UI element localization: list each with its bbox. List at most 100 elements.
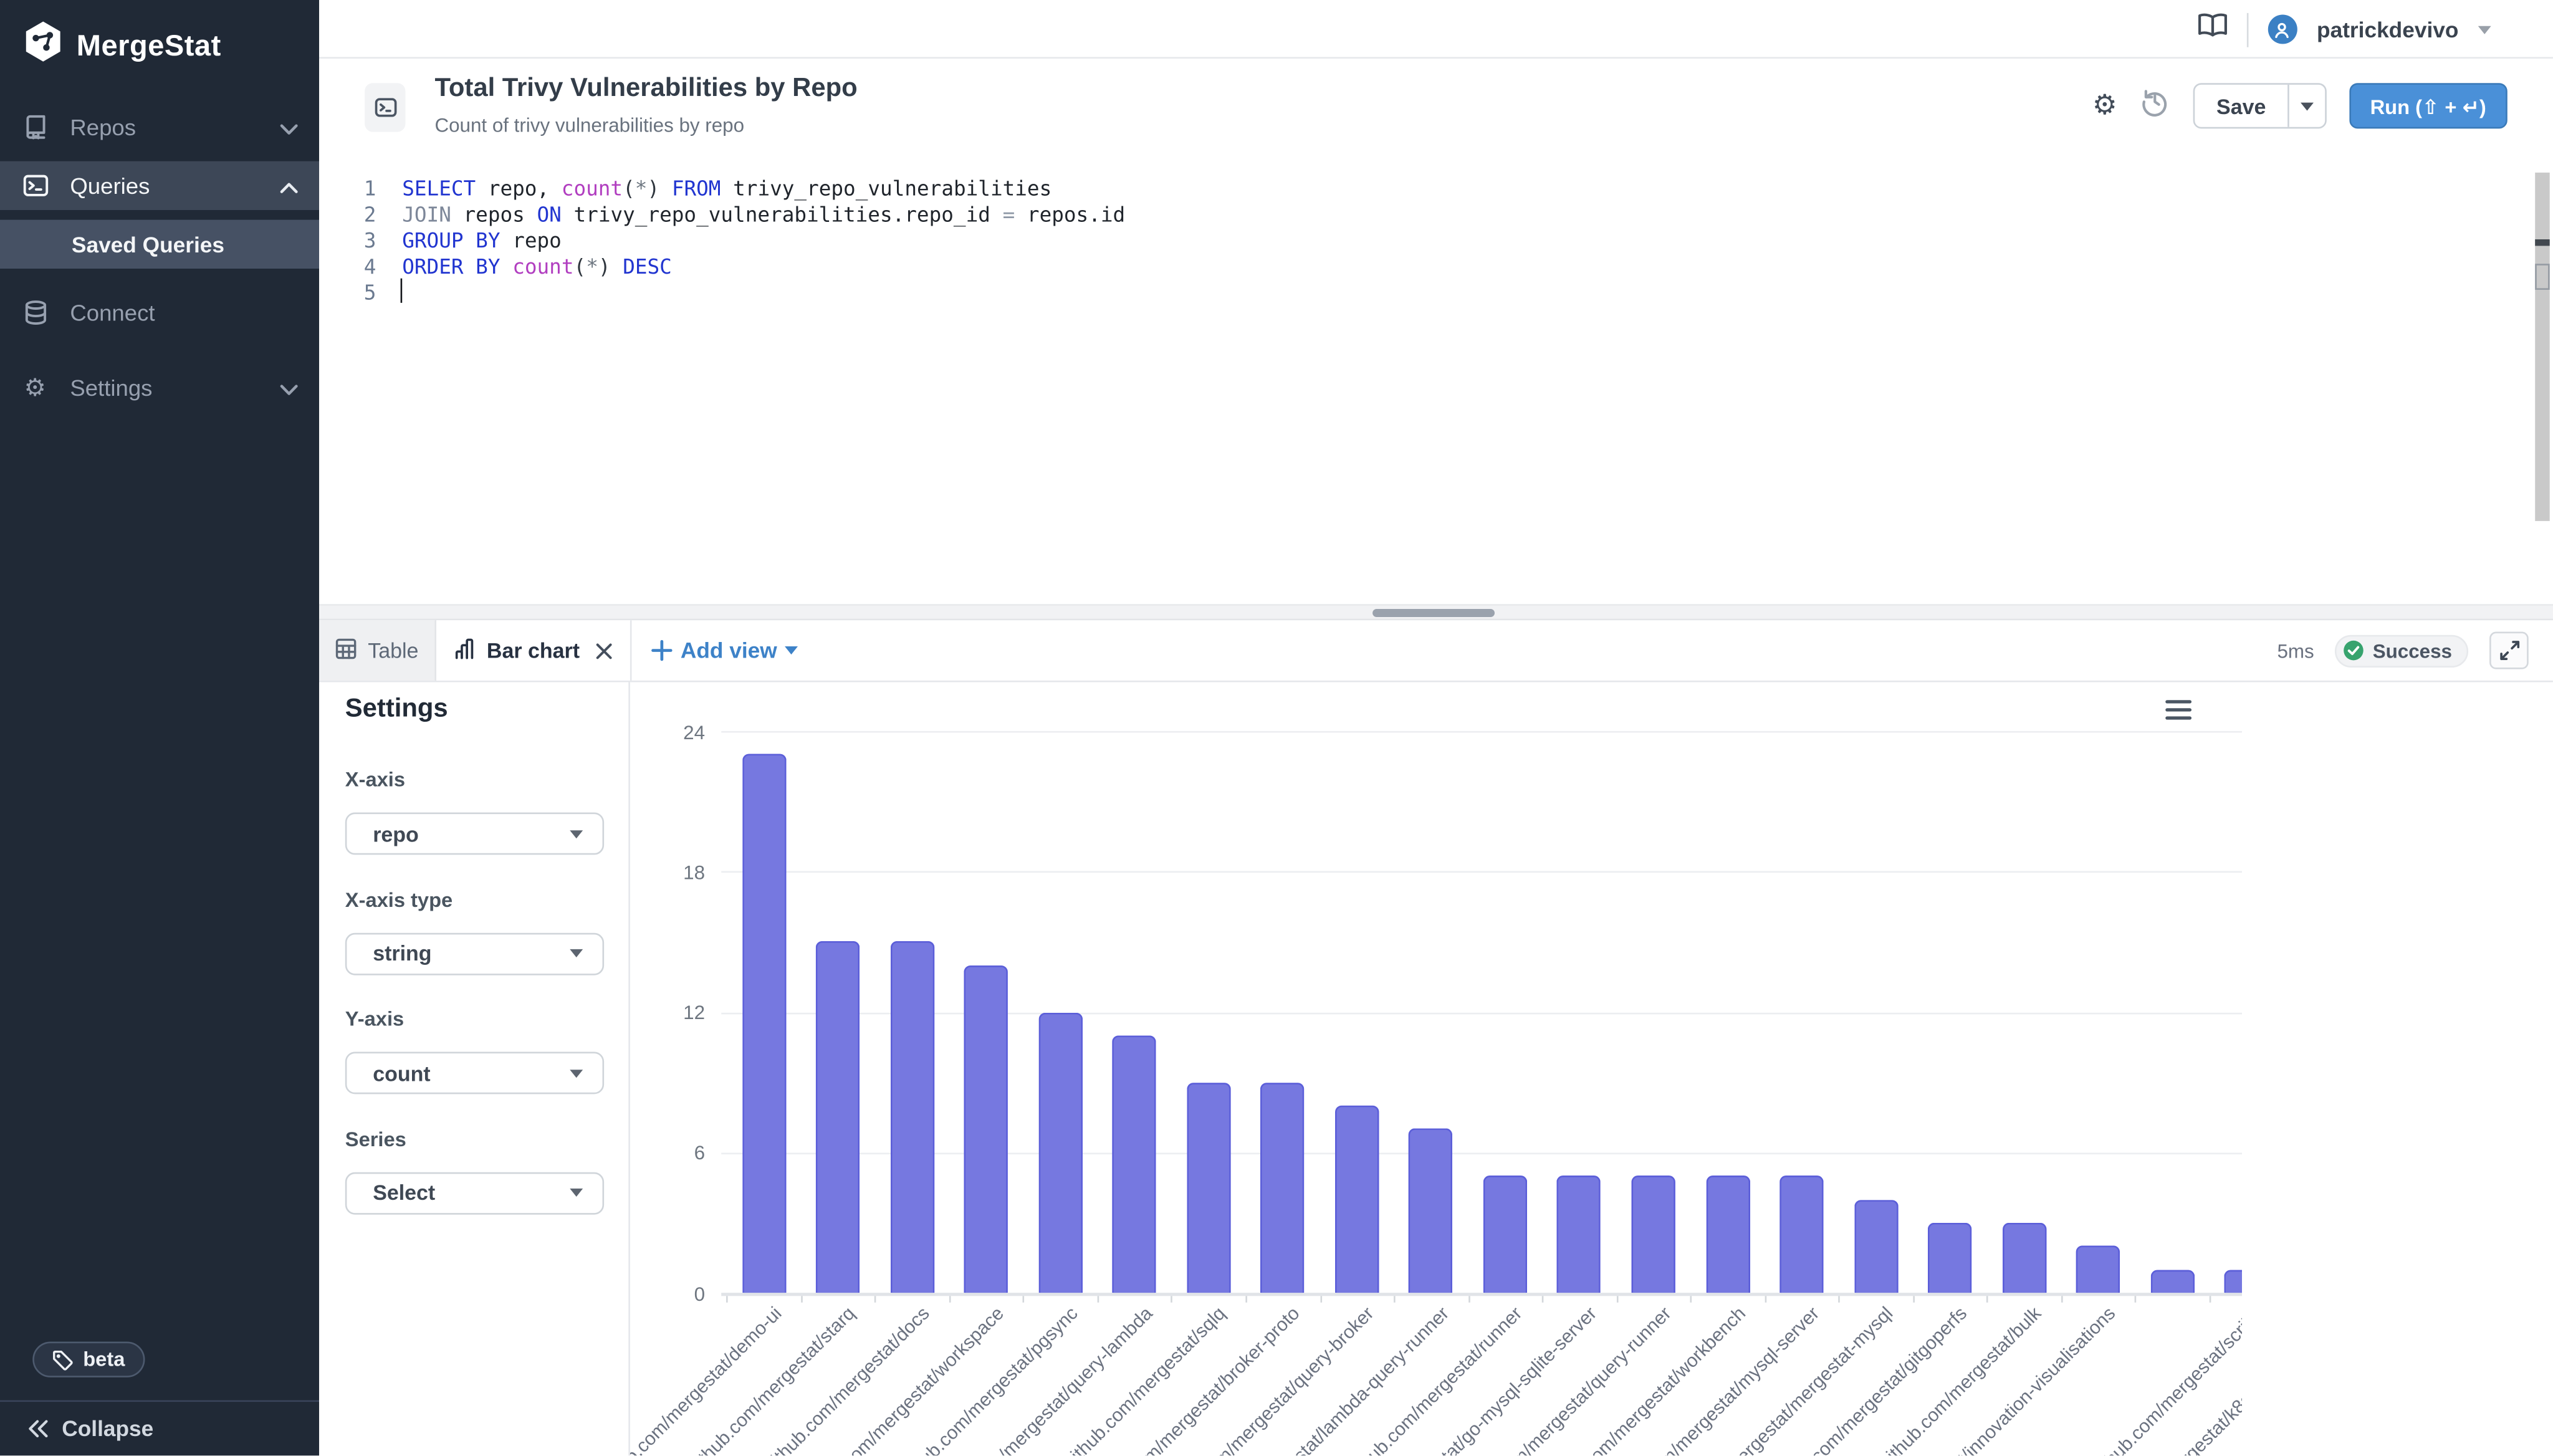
chart-menu-icon[interactable] [2165, 700, 2192, 723]
mergestat-logo-icon [21, 19, 65, 72]
y-axis-tick-label: 0 [694, 1282, 706, 1305]
topbar-divider [2246, 12, 2249, 47]
bar [1779, 1176, 1824, 1293]
expand-button[interactable] [2489, 631, 2529, 669]
add-view-label: Add view [680, 638, 777, 663]
x-axis-tick [874, 1296, 877, 1303]
caret-down-icon [570, 1188, 583, 1197]
y-axis-label: Y-axis [345, 1007, 405, 1031]
x-axis-tick [1320, 1296, 1321, 1303]
sidebar-item-label: Settings [70, 374, 153, 401]
x-axis-label: github.com/mergestat/demo-ui [630, 1304, 786, 1456]
sidebar-item-label: Connect [70, 299, 155, 326]
caret-down-icon [570, 949, 583, 957]
editor-scrollbar [2535, 172, 2550, 580]
tab-bar-chart[interactable]: Bar chart [436, 620, 632, 681]
collapse-button[interactable]: Collapse [27, 1417, 153, 1441]
chevron-down-icon [280, 114, 298, 140]
editor-code: SELECT repo, count(*) FROM trivy_repo_vu… [402, 176, 1125, 306]
status-badge: Success [2335, 634, 2469, 667]
code-line: JOIN repos ON trivy_repo_vulnerabilities… [402, 201, 1126, 227]
bar [1112, 1035, 1157, 1293]
bar [1705, 1176, 1750, 1293]
scrollbar-marker [2535, 239, 2550, 246]
line-number: 2 [363, 201, 376, 227]
settings-heading: Settings [345, 695, 448, 723]
database-icon [21, 299, 49, 326]
code-line [402, 280, 1125, 306]
username[interactable]: patrickdevivo [2317, 17, 2459, 42]
sidebar: MergeStat Repos Queries [0, 0, 319, 1456]
query-settings-gear-icon[interactable]: ⚙ [2092, 89, 2117, 122]
bar-chart: 0 6 12 18 24 github.com/mergestat/demo-ui gith… [630, 682, 2242, 1456]
bar [1409, 1129, 1454, 1293]
x-axis-tick [726, 1296, 729, 1303]
sidebar-divider [0, 1400, 319, 1402]
splitter-drag-handle[interactable] [1372, 608, 1495, 618]
caret-down-icon[interactable] [2478, 25, 2491, 34]
x-axis-tick [2209, 1296, 2211, 1303]
series-label: Series [345, 1127, 406, 1151]
page-title: Total Trivy Vulnerabilities by Repo [434, 75, 858, 103]
chart-settings-panel: Settings X-axis repo X-axis type string … [319, 682, 630, 1456]
sidebar-item-connect[interactable]: Connect [0, 288, 319, 337]
x-axis-tick [800, 1296, 803, 1303]
sidebar-item-settings[interactable]: ⚙ Settings [0, 363, 319, 412]
line-number: 3 [363, 228, 376, 252]
plus-icon [651, 639, 673, 661]
gridline [721, 1152, 2242, 1154]
bar [2002, 1222, 2046, 1293]
x-axis-type-select[interactable]: string [345, 932, 605, 975]
status-label: Success [2372, 639, 2452, 662]
caret-down-icon [785, 646, 798, 655]
line-number: 5 [363, 280, 376, 305]
y-axis-select[interactable]: count [345, 1051, 605, 1094]
bar [1928, 1222, 1972, 1293]
series-select[interactable]: Select [345, 1171, 605, 1214]
scrollbar-thumb[interactable] [2535, 172, 2550, 521]
close-icon[interactable] [596, 643, 612, 659]
main-area: patrickdevivo Total Trivy Vulnerabilitie… [319, 0, 2553, 1456]
caret-down-icon [570, 829, 583, 838]
beta-badge: beta [32, 1341, 145, 1377]
history-icon[interactable] [2140, 86, 2171, 125]
x-axis-select[interactable]: repo [345, 812, 605, 855]
line-number: 1 [363, 176, 376, 201]
save-button[interactable]: Save [2216, 93, 2266, 118]
x-axis-tick [949, 1296, 951, 1303]
tab-table[interactable]: Table [319, 620, 437, 681]
run-button[interactable]: Run (⇧ + ↵) [2349, 83, 2507, 129]
double-chevron-left-icon [29, 1420, 48, 1438]
sidebar-item-saved-queries[interactable]: Saved Queries [0, 219, 319, 269]
add-view-button[interactable]: Add view [651, 620, 798, 681]
panel-splitter [319, 604, 2553, 621]
logo-text: MergeStat [76, 28, 221, 61]
gridline [721, 1012, 2242, 1014]
x-axis-tick [1912, 1296, 1915, 1303]
docs-book-icon[interactable] [2198, 13, 2227, 46]
results-panel: Settings X-axis repo X-axis type string … [319, 682, 2553, 1456]
results-tab-bar: Table Bar chart Add view [319, 620, 2553, 682]
x-axis-tick [1986, 1296, 1989, 1303]
logo[interactable]: MergeStat [21, 19, 221, 72]
code-line: GROUP BY repo [402, 228, 562, 252]
query-header: Total Trivy Vulnerabilities by Repo Coun… [319, 59, 2553, 151]
avatar[interactable] [2268, 14, 2297, 44]
bar [1854, 1199, 1898, 1293]
bar [964, 965, 1008, 1293]
bar [1483, 1176, 1527, 1293]
y-axis-tick-label: 6 [694, 1141, 706, 1165]
bar [1260, 1082, 1305, 1293]
terminal-icon [21, 172, 49, 199]
y-axis-value: count [373, 1060, 431, 1086]
sidebar-item-queries[interactable]: Queries [0, 161, 319, 210]
beta-badge-label: beta [83, 1348, 125, 1371]
y-axis-tick-label: 12 [683, 1001, 706, 1025]
sidebar-item-label: Saved Queries [71, 232, 224, 257]
chevron-down-icon [280, 375, 298, 401]
save-dropdown-button[interactable] [2287, 84, 2324, 127]
chevron-up-icon [280, 173, 298, 199]
sidebar-item-repos[interactable]: Repos [0, 103, 319, 151]
